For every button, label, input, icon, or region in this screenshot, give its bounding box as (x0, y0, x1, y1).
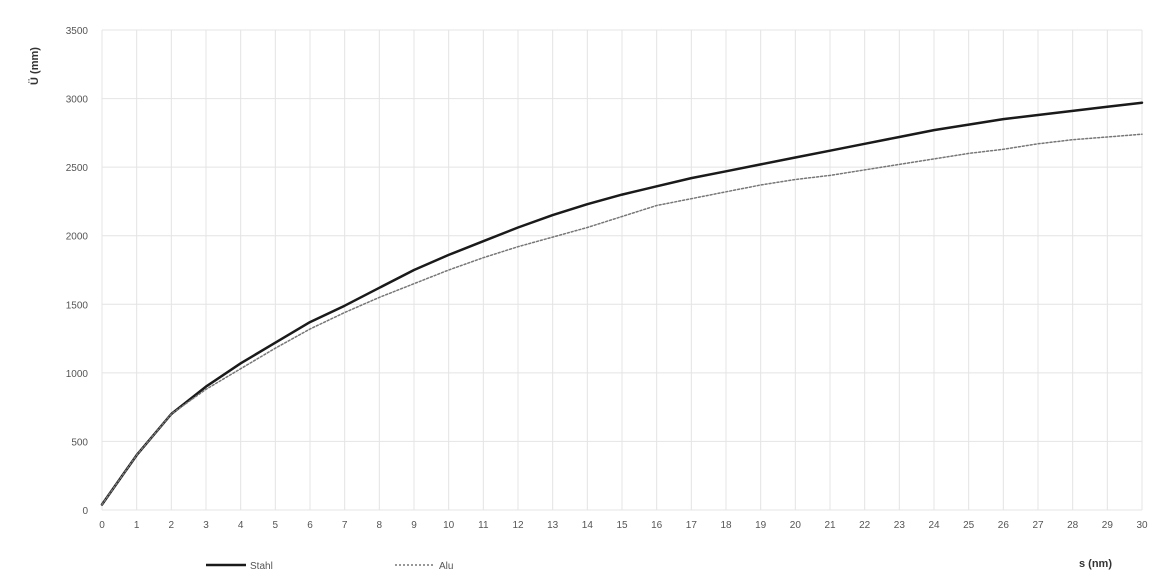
x-tick-label: 20 (790, 520, 802, 531)
x-tick-label: 18 (720, 520, 732, 531)
x-tick-label: 30 (1136, 520, 1148, 531)
x-tick-label: 24 (928, 520, 940, 531)
x-tick-label: 15 (616, 520, 628, 531)
x-tick-label: 26 (998, 520, 1010, 531)
x-tick-label: 21 (824, 520, 836, 531)
x-tick-label: 16 (651, 520, 663, 531)
y-tick-label: 3500 (66, 26, 89, 37)
y-tick-label: 1000 (66, 369, 89, 380)
series-line-alu (101, 133, 1143, 506)
x-tick-label: 13 (547, 520, 559, 531)
y-tick-label: 1500 (66, 300, 89, 311)
x-tick-label: 9 (411, 520, 417, 531)
x-tick-label: 22 (859, 520, 871, 531)
y-tick-label: 0 (82, 506, 88, 517)
x-tick-label: 6 (307, 520, 313, 531)
x-tick-label: 4 (238, 520, 244, 531)
grid (101, 29, 1143, 511)
legend: Stahl Alu (206, 561, 453, 572)
legend-label-alu: Alu (439, 561, 453, 572)
series-lines (100, 101, 1144, 506)
x-tick-label: 10 (443, 520, 455, 531)
x-tick-label: 28 (1067, 520, 1079, 531)
y-tick-label: 2000 (66, 232, 89, 243)
x-tick-label: 11 (478, 520, 489, 531)
x-tick-label: 2 (169, 520, 175, 531)
x-tick-label: 3 (203, 520, 209, 531)
y-tick-label: 500 (71, 437, 88, 448)
x-tick-label: 8 (377, 520, 383, 531)
x-tick-label: 25 (963, 520, 975, 531)
x-tick-label: 12 (512, 520, 524, 531)
y-tick-label: 2500 (66, 163, 89, 174)
x-tick-label: 5 (273, 520, 279, 531)
x-tick-label: 27 (1032, 520, 1044, 531)
x-tick-label: 1 (134, 520, 140, 531)
x-tick-label: 19 (755, 520, 767, 531)
legend-label-stahl: Stahl (250, 561, 273, 572)
y-axis-ticks: 0 500 1000 1500 2000 2500 3000 3500 (66, 26, 89, 517)
x-tick-label: 0 (99, 520, 105, 531)
series-line-stahl (100, 101, 1144, 506)
x-tick-label: 17 (686, 520, 698, 531)
x-axis-label: s (nm) (1079, 558, 1112, 570)
x-tick-label: 29 (1102, 520, 1114, 531)
y-axis-label: Ü (mm) (28, 47, 41, 85)
x-axis-ticks: 0 1 2 3 4 5 6 7 8 9 10 11 12 13 14 15 16 17 18 19 20 21 22 23 24… (99, 520, 1148, 531)
x-tick-label: 7 (342, 520, 348, 531)
x-tick-label: 23 (894, 520, 906, 531)
x-tick-label: 14 (582, 520, 594, 531)
y-tick-label: 3000 (66, 95, 89, 106)
